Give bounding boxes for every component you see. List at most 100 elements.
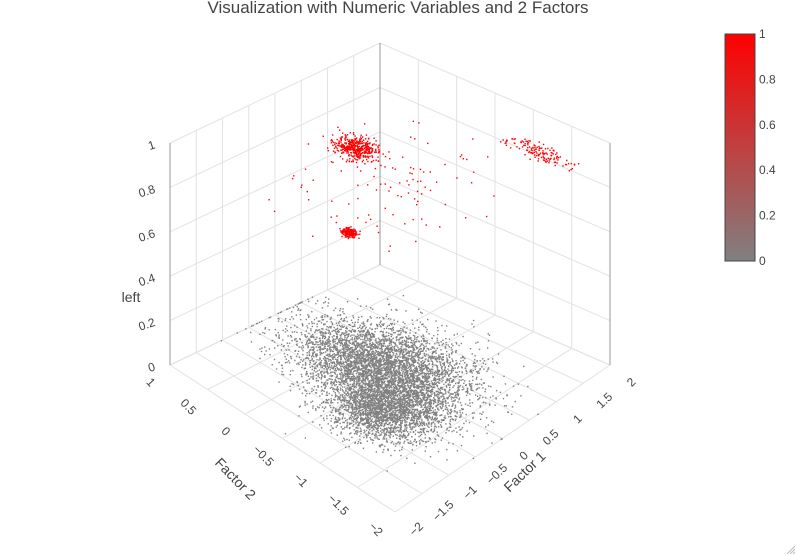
- data-point: [375, 384, 378, 386]
- data-point: [445, 369, 447, 372]
- data-point: [341, 389, 344, 391]
- data-point: [456, 415, 458, 418]
- data-point: [406, 377, 408, 379]
- data-point: [423, 352, 426, 355]
- data-point: [420, 394, 422, 396]
- data-point: [376, 435, 378, 437]
- data-point: [356, 408, 359, 410]
- data-point: [491, 358, 494, 360]
- data-point: [438, 354, 440, 357]
- data-point: [421, 382, 423, 384]
- data-point: [417, 340, 420, 342]
- data-point: [343, 325, 345, 328]
- data-point: [409, 398, 412, 401]
- data-point: [362, 348, 364, 350]
- data-point: [367, 405, 369, 407]
- data-point: [287, 360, 290, 362]
- data-point: [360, 367, 363, 370]
- data-point: [401, 446, 404, 448]
- data-point: [376, 408, 379, 410]
- data-point: [356, 404, 358, 407]
- data-point: [458, 426, 460, 428]
- data-point: [397, 442, 399, 444]
- data-point: [369, 409, 371, 411]
- data-point: [448, 355, 450, 357]
- data-point: [306, 325, 308, 327]
- data-point: [420, 364, 423, 366]
- data-point: [459, 402, 462, 404]
- data-point: [412, 357, 415, 360]
- data-point: [501, 438, 503, 440]
- data-point: [339, 354, 341, 357]
- data-point: [370, 367, 372, 369]
- data-point: [318, 337, 321, 340]
- data-point: [485, 397, 487, 399]
- data-point: [394, 387, 396, 390]
- data-point: [450, 398, 453, 400]
- data-point: [401, 368, 404, 370]
- data-point: [440, 341, 442, 343]
- data-point: [370, 401, 372, 404]
- data-point: [388, 376, 391, 378]
- data-point: [399, 441, 401, 444]
- data-point: [416, 411, 418, 414]
- data-point: [396, 396, 399, 398]
- data-point: [387, 410, 390, 413]
- data-point: [313, 318, 316, 321]
- data-point: [451, 358, 453, 360]
- data-point: [436, 417, 439, 419]
- data-point: [355, 414, 357, 417]
- data-point: [331, 367, 333, 369]
- data-point: [431, 416, 434, 418]
- data-point: [304, 437, 307, 439]
- data-point: [411, 370, 413, 372]
- data-point: [436, 381, 438, 383]
- data-point: [372, 360, 374, 363]
- data-point: [426, 376, 428, 378]
- data-point: [445, 432, 447, 434]
- data-point: [327, 332, 329, 334]
- data-point: [472, 379, 474, 382]
- data-point: [435, 426, 438, 428]
- data-point: [465, 372, 468, 375]
- data-point: [429, 373, 431, 375]
- data-point: [405, 374, 407, 377]
- data-point: [352, 367, 354, 369]
- data-point: [379, 330, 382, 333]
- data-point: [436, 431, 438, 433]
- data-point: [417, 401, 420, 403]
- data-point: [377, 366, 379, 368]
- data-point: [298, 415, 300, 417]
- data-point: [330, 417, 333, 420]
- data-point: [309, 360, 312, 362]
- data-point: [347, 377, 349, 380]
- data-point: [316, 364, 318, 367]
- data-point: [412, 394, 414, 396]
- data-point: [423, 361, 425, 363]
- data-point: [352, 353, 354, 355]
- data-point: [438, 421, 440, 423]
- data-point: [463, 388, 465, 390]
- data-point: [433, 399, 435, 402]
- data-point: [424, 440, 427, 443]
- data-point: [365, 407, 367, 410]
- data-point: [378, 323, 381, 326]
- data-point: [409, 332, 411, 334]
- data-point: [387, 385, 390, 387]
- data-point: [457, 385, 459, 387]
- data-point: [343, 399, 346, 401]
- data-point: [399, 420, 402, 422]
- data-point: [405, 406, 408, 409]
- data-point: [423, 421, 425, 423]
- data-point: [405, 310, 407, 312]
- data-point: [263, 332, 266, 335]
- data-point: [414, 367, 416, 369]
- data-point: [430, 401, 432, 404]
- data-point: [394, 403, 396, 406]
- data-point: [380, 375, 382, 377]
- data-point: [429, 389, 432, 392]
- data-point: [378, 399, 380, 401]
- data-point: [438, 375, 441, 378]
- data-point: [377, 350, 379, 353]
